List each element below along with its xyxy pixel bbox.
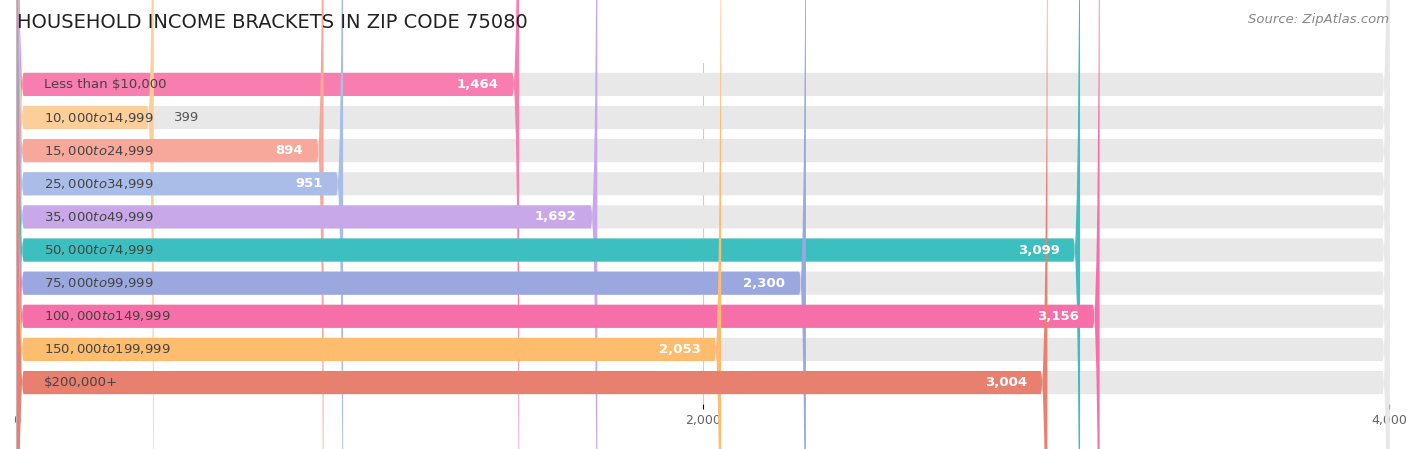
Text: $25,000 to $34,999: $25,000 to $34,999 — [45, 177, 155, 191]
Text: $200,000+: $200,000+ — [45, 376, 118, 389]
FancyBboxPatch shape — [17, 0, 343, 449]
FancyBboxPatch shape — [17, 0, 1389, 449]
Text: 3,099: 3,099 — [1018, 243, 1060, 256]
Text: 1,464: 1,464 — [457, 78, 499, 91]
Text: $75,000 to $99,999: $75,000 to $99,999 — [45, 276, 155, 290]
Text: $35,000 to $49,999: $35,000 to $49,999 — [45, 210, 155, 224]
FancyBboxPatch shape — [17, 0, 1389, 449]
Text: $50,000 to $74,999: $50,000 to $74,999 — [45, 243, 155, 257]
Text: 2,300: 2,300 — [744, 277, 786, 290]
FancyBboxPatch shape — [17, 0, 1389, 449]
FancyBboxPatch shape — [17, 0, 1389, 449]
Text: 894: 894 — [276, 144, 302, 157]
FancyBboxPatch shape — [17, 0, 806, 449]
FancyBboxPatch shape — [17, 0, 1389, 449]
FancyBboxPatch shape — [17, 0, 519, 449]
Text: 951: 951 — [295, 177, 322, 190]
FancyBboxPatch shape — [17, 0, 1080, 449]
Text: $100,000 to $149,999: $100,000 to $149,999 — [45, 309, 172, 323]
FancyBboxPatch shape — [17, 0, 1099, 449]
Text: 1,692: 1,692 — [536, 211, 576, 224]
Text: 3,156: 3,156 — [1038, 310, 1078, 323]
Text: HOUSEHOLD INCOME BRACKETS IN ZIP CODE 75080: HOUSEHOLD INCOME BRACKETS IN ZIP CODE 75… — [17, 13, 527, 32]
FancyBboxPatch shape — [17, 0, 153, 449]
FancyBboxPatch shape — [17, 0, 1389, 449]
FancyBboxPatch shape — [17, 0, 323, 449]
Text: 399: 399 — [174, 111, 200, 124]
Text: Less than $10,000: Less than $10,000 — [45, 78, 167, 91]
Text: $150,000 to $199,999: $150,000 to $199,999 — [45, 343, 172, 357]
Text: 3,004: 3,004 — [984, 376, 1026, 389]
FancyBboxPatch shape — [17, 0, 1389, 449]
FancyBboxPatch shape — [17, 0, 1047, 449]
FancyBboxPatch shape — [17, 0, 1389, 449]
FancyBboxPatch shape — [17, 0, 1389, 449]
FancyBboxPatch shape — [17, 0, 721, 449]
FancyBboxPatch shape — [17, 0, 598, 449]
Text: Source: ZipAtlas.com: Source: ZipAtlas.com — [1249, 13, 1389, 26]
Text: 2,053: 2,053 — [659, 343, 700, 356]
Text: $15,000 to $24,999: $15,000 to $24,999 — [45, 144, 155, 158]
FancyBboxPatch shape — [17, 0, 1389, 449]
Text: $10,000 to $14,999: $10,000 to $14,999 — [45, 110, 155, 124]
